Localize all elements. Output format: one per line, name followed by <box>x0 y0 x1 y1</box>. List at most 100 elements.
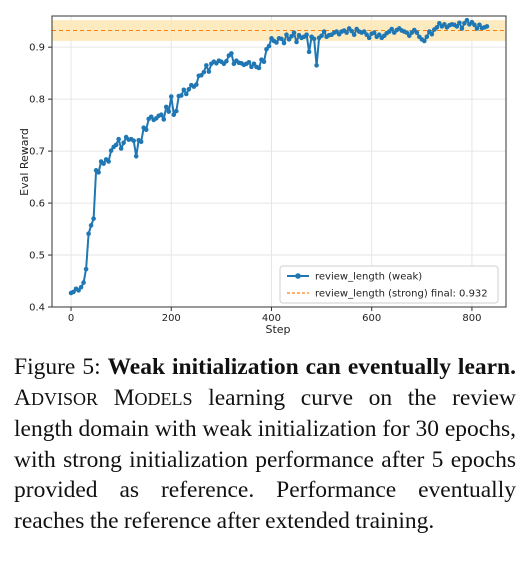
data-point <box>424 34 430 40</box>
legend-weak-marker-swatch <box>295 273 301 279</box>
data-point <box>349 28 354 34</box>
data-point <box>266 43 272 49</box>
data-point <box>231 61 237 67</box>
data-point <box>251 61 257 67</box>
data-point <box>284 32 289 38</box>
data-point <box>246 59 252 65</box>
data-point <box>161 117 167 122</box>
data-point <box>364 32 369 38</box>
line-chart: 0 200 400 600 800 0.4 0.5 0.6 0.7 0.8 0.9 Eval Rew… <box>18 15 507 336</box>
data-point <box>173 108 179 114</box>
data-point <box>264 46 269 52</box>
data-point <box>371 30 377 35</box>
data-point <box>143 127 149 133</box>
data-point <box>351 32 357 38</box>
y-tick-label: 0.9 <box>29 43 45 54</box>
data-point <box>249 64 254 70</box>
data-point <box>76 288 81 293</box>
legend-box <box>279 265 499 304</box>
plot-area: 0 200 400 600 800 0.4 0.5 0.6 0.7 0.8 0.9 <box>29 15 507 324</box>
data-point <box>366 35 372 41</box>
plot-frame <box>51 15 507 308</box>
method-name-rest-1: DVISOR <box>30 388 98 409</box>
data-point <box>168 94 174 99</box>
data-point <box>462 20 467 26</box>
data-point <box>199 72 204 78</box>
data-point <box>289 33 294 39</box>
caption-bold-title: Weak initialization can eventually learn… <box>107 354 516 380</box>
data-point <box>116 136 121 142</box>
data-point <box>71 289 76 295</box>
data-point <box>131 138 136 144</box>
data-point <box>344 30 349 35</box>
data-point <box>163 104 169 110</box>
data-point <box>224 58 229 64</box>
data-point <box>88 223 94 228</box>
data-point <box>291 30 297 35</box>
data-point <box>204 63 209 68</box>
y-tick-label: 0.5 <box>29 251 45 262</box>
legend-weak-label: review_length (weak) <box>315 272 422 283</box>
data-point <box>138 139 144 145</box>
data-point <box>437 20 442 26</box>
y-tick-label: 0.7 <box>29 147 45 158</box>
data-point <box>404 30 410 35</box>
data-point <box>171 112 177 118</box>
method-name-initial-2: M <box>113 384 135 411</box>
x-tick-label: 200 <box>162 313 181 324</box>
data-point <box>306 49 312 55</box>
data-point <box>91 216 96 221</box>
data-point <box>206 69 212 74</box>
y-tick-label: 0.6 <box>29 199 45 210</box>
y-axis-label: Eval Reward <box>18 128 31 196</box>
data-point <box>459 26 465 31</box>
data-point <box>118 146 124 151</box>
data-point <box>442 22 447 27</box>
data-point <box>181 87 187 93</box>
data-point <box>158 112 164 118</box>
data-point <box>113 142 119 148</box>
data-point <box>166 109 172 114</box>
data-point <box>281 40 287 46</box>
data-point <box>311 36 317 42</box>
data-point <box>472 22 477 28</box>
data-point <box>474 26 480 31</box>
data-point <box>279 36 284 42</box>
data-point <box>96 170 101 175</box>
data-point <box>178 93 184 98</box>
data-point <box>464 17 470 23</box>
data-point <box>148 114 154 120</box>
data-point <box>108 148 114 153</box>
data-point <box>86 231 91 237</box>
data-point <box>414 30 420 35</box>
data-point <box>194 82 199 87</box>
x-tick-label: 400 <box>262 313 281 324</box>
data-point <box>294 39 299 45</box>
data-point <box>133 154 139 159</box>
data-point <box>484 24 490 29</box>
data-point <box>256 65 262 71</box>
data-point <box>229 51 234 56</box>
data-point <box>361 29 367 34</box>
data-point <box>477 22 482 28</box>
data-point <box>261 59 267 65</box>
data-point <box>434 25 440 30</box>
method-name: ADVISOR MODELS <box>14 385 193 411</box>
method-name-rest-2: ODELS <box>134 388 193 409</box>
data-point <box>389 26 395 32</box>
data-point <box>81 280 86 285</box>
data-point <box>422 38 427 44</box>
data-point <box>321 29 327 34</box>
data-point <box>186 86 192 92</box>
x-tick-label: 0 <box>68 313 74 324</box>
data-point <box>101 161 106 166</box>
x-axis-label: Step <box>265 323 290 336</box>
data-point <box>83 266 89 272</box>
legend: review_length (weak) review_length (stro… <box>279 265 499 304</box>
figure-label: Figure 5: <box>14 354 101 380</box>
data-point <box>454 24 460 29</box>
data-point <box>201 69 207 75</box>
data-point <box>78 284 84 290</box>
y-tick-label: 0.4 <box>29 303 45 314</box>
data-point <box>183 91 189 97</box>
